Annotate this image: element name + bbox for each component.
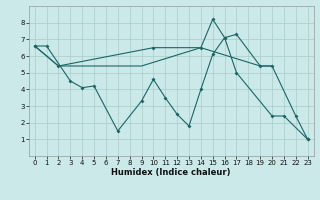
X-axis label: Humidex (Indice chaleur): Humidex (Indice chaleur) — [111, 168, 231, 177]
